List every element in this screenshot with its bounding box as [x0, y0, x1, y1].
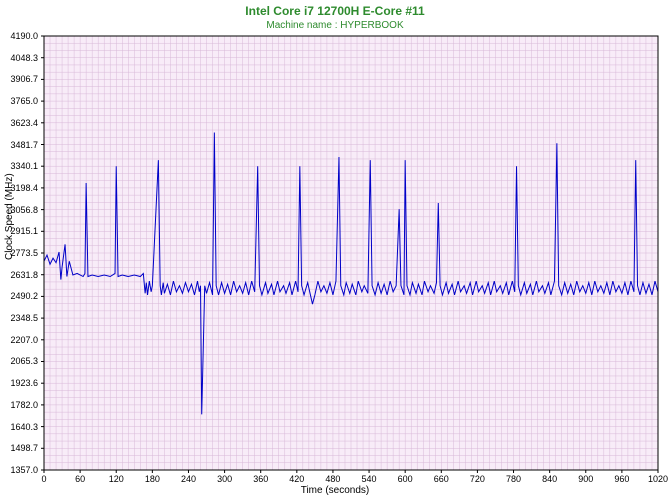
y-tick-label: 4190.0	[2, 31, 38, 41]
y-tick-label: 3765.0	[2, 96, 38, 106]
y-tick-label: 3906.7	[2, 74, 38, 84]
y-tick-label: 2065.3	[2, 356, 38, 366]
y-tick-label: 2207.0	[2, 335, 38, 345]
x-tick-label: 420	[282, 474, 312, 484]
x-tick-label: 600	[390, 474, 420, 484]
y-tick-label: 3340.1	[2, 161, 38, 171]
y-tick-label: 3481.7	[2, 140, 38, 150]
x-tick-label: 480	[318, 474, 348, 484]
x-tick-label: 960	[607, 474, 637, 484]
y-tick-label: 1498.7	[2, 443, 38, 453]
plot-svg	[0, 0, 670, 502]
x-tick-label: 840	[535, 474, 565, 484]
y-tick-label: 4048.3	[2, 53, 38, 63]
x-tick-label: 240	[173, 474, 203, 484]
y-tick-label: 2915.1	[2, 226, 38, 236]
y-tick-label: 3198.4	[2, 183, 38, 193]
x-tick-label: 780	[499, 474, 529, 484]
y-tick-label: 1782.0	[2, 400, 38, 410]
y-tick-label: 2631.8	[2, 270, 38, 280]
x-tick-label: 720	[462, 474, 492, 484]
x-tick-label: 1020	[643, 474, 670, 484]
x-tick-label: 660	[426, 474, 456, 484]
x-tick-label: 180	[137, 474, 167, 484]
y-tick-label: 2348.5	[2, 313, 38, 323]
y-tick-label: 2490.2	[2, 291, 38, 301]
x-tick-label: 300	[210, 474, 240, 484]
x-tick-label: 900	[571, 474, 601, 484]
y-tick-label: 3056.8	[2, 205, 38, 215]
x-tick-label: 540	[354, 474, 384, 484]
y-tick-label: 2773.5	[2, 248, 38, 258]
chart-container: Intel Core i7 12700H E-Core #11 Machine …	[0, 0, 670, 502]
x-tick-label: 0	[29, 474, 59, 484]
y-tick-label: 3623.4	[2, 118, 38, 128]
x-tick-label: 60	[65, 474, 95, 484]
x-tick-label: 120	[101, 474, 131, 484]
x-tick-label: 360	[246, 474, 276, 484]
y-tick-label: 1923.6	[2, 378, 38, 388]
y-tick-label: 1640.3	[2, 422, 38, 432]
